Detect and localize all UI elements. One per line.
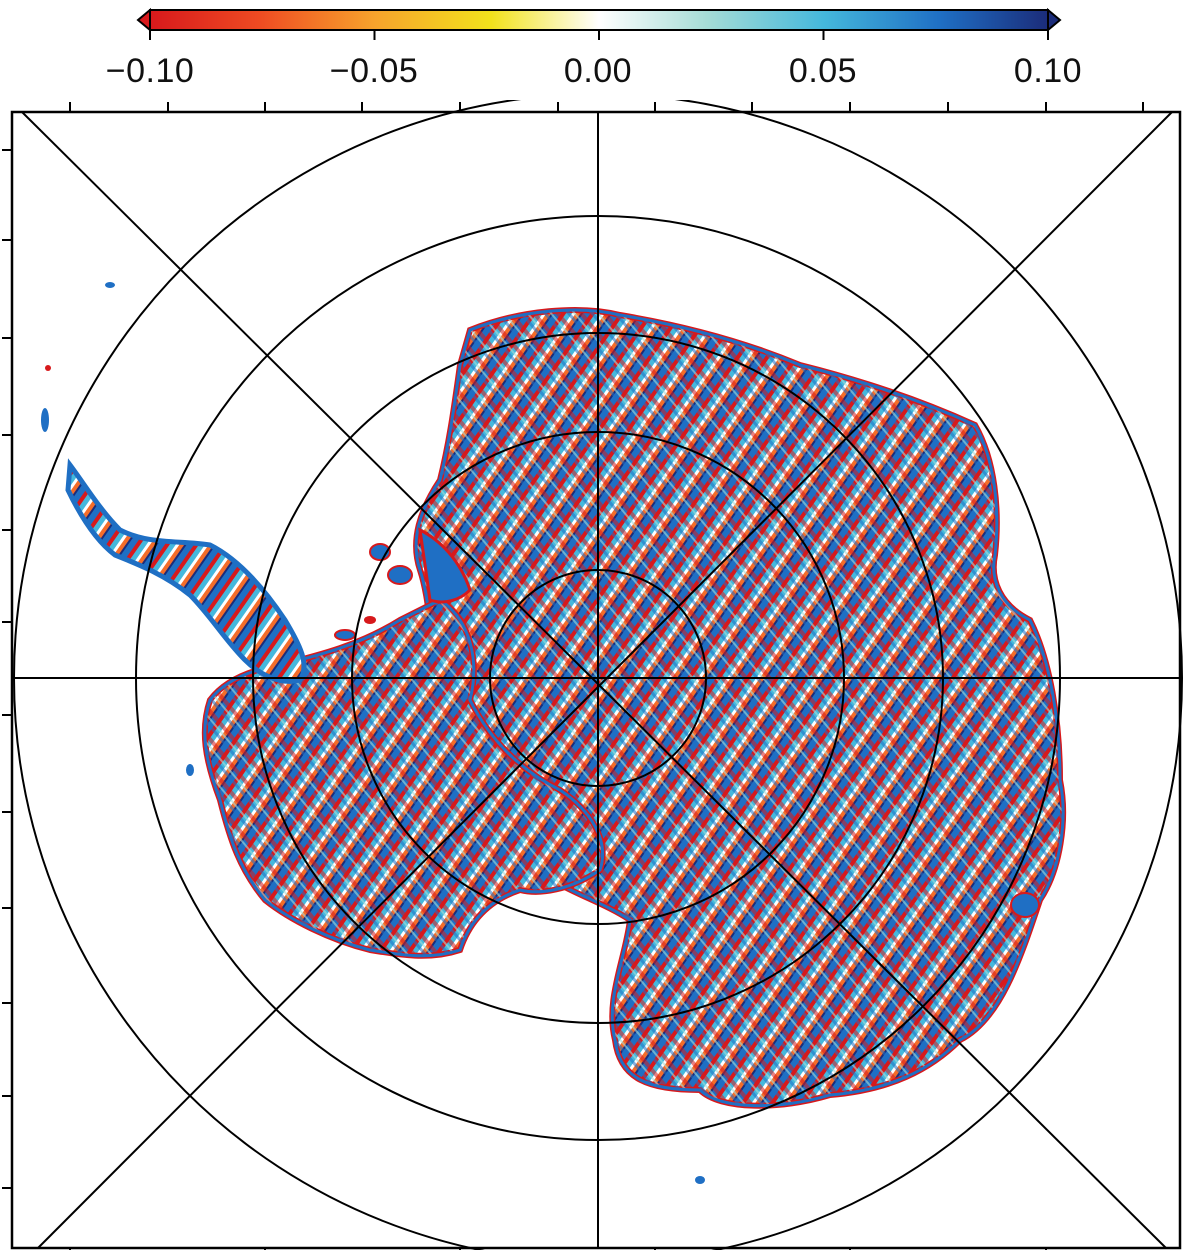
antarctic-peninsula <box>65 458 307 684</box>
island <box>1010 892 1040 918</box>
colorbar-extend-low <box>136 7 151 33</box>
colorbar-tick-label: −0.05 <box>329 52 419 90</box>
colorbar-ticks <box>149 30 1049 40</box>
colorbar-graphic <box>136 7 1062 40</box>
island <box>41 408 49 432</box>
island <box>105 282 115 288</box>
antarctica-landmass <box>41 282 1067 1184</box>
meridian <box>37 111 1173 1249</box>
island <box>364 616 376 624</box>
colorbar-tick-label: −0.10 <box>105 52 195 90</box>
meridian <box>21 111 1167 1249</box>
island <box>695 1176 705 1184</box>
colorbar-tick-label: 0.10 <box>1013 52 1083 90</box>
colorbar-extend-high <box>1047 7 1062 33</box>
island <box>334 629 356 641</box>
island <box>45 365 51 371</box>
antarctica-map <box>2 100 1183 1250</box>
colorbar-tick-label: 0.00 <box>563 52 633 90</box>
island <box>387 565 413 585</box>
graticule <box>12 100 1183 1250</box>
colorbar-ramp <box>149 9 1049 31</box>
colorbar-tick-label: 0.05 <box>788 52 858 90</box>
island <box>186 764 194 776</box>
ronne-ice-shelf-edge <box>418 527 472 604</box>
west-antarctica-texture <box>203 598 605 958</box>
